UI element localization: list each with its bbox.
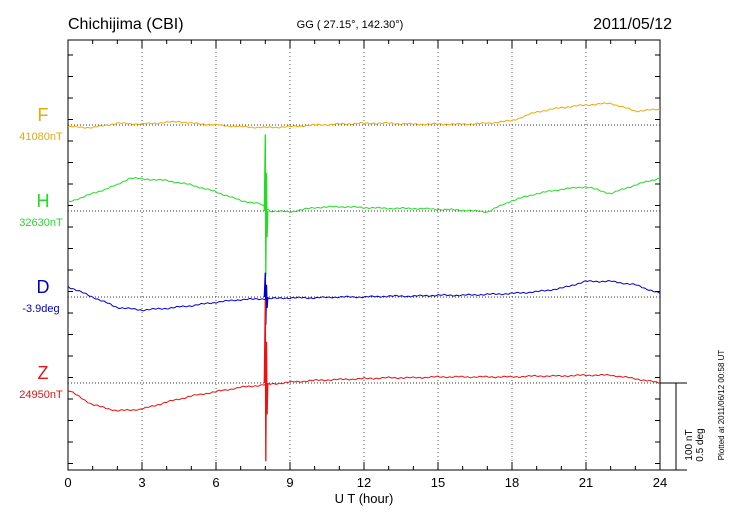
x-tick-label: 9 bbox=[286, 475, 293, 490]
station-coordinates: GG ( 27.15°, 142.30°) bbox=[297, 19, 404, 31]
trace-Z bbox=[67, 373, 661, 412]
series-label-H: H bbox=[37, 191, 50, 211]
spike-H bbox=[263, 134, 269, 277]
trace-F bbox=[67, 102, 661, 129]
x-tick-labels: 0 3 6 9 12 15 18 21 24 bbox=[64, 475, 667, 490]
x-tick-label: 12 bbox=[357, 475, 371, 490]
baseline-value-Z: 24950nT bbox=[19, 389, 63, 401]
x-tick-label: 6 bbox=[212, 475, 219, 490]
grid-lines bbox=[141, 40, 587, 470]
station-title: Chichijima (CBI) bbox=[68, 16, 184, 33]
date-label: 2011/05/12 bbox=[593, 16, 672, 33]
scale-label-deg: 0.5 deg bbox=[695, 428, 706, 461]
scale-label-nt: 100 nT bbox=[684, 429, 695, 460]
axis-ticks bbox=[67, 40, 661, 470]
baseline-value-F: 41080nT bbox=[19, 131, 63, 143]
baseline-value-D: -3.9deg bbox=[22, 303, 59, 315]
x-tick-label: 0 bbox=[64, 475, 71, 490]
panel-labels: F 41080nT H 32630nT D -3.9deg Z 24950nT bbox=[19, 105, 63, 401]
trace-D bbox=[67, 279, 661, 312]
x-tick-label: 24 bbox=[653, 475, 667, 490]
x-axis-label: U T (hour) bbox=[335, 491, 394, 506]
traces bbox=[67, 102, 661, 462]
x-tick-label: 18 bbox=[505, 475, 519, 490]
x-tick-label: 21 bbox=[579, 475, 593, 490]
series-label-D: D bbox=[37, 277, 50, 297]
trace-H bbox=[67, 176, 661, 214]
series-label-F: F bbox=[38, 105, 49, 125]
x-tick-label: 15 bbox=[431, 475, 445, 490]
baseline-value-H: 32630nT bbox=[19, 217, 63, 229]
x-tick-label: 3 bbox=[138, 475, 145, 490]
series-label-Z: Z bbox=[38, 363, 49, 383]
plotted-at-note: Plotted at 2011/06/12 00:58 UT bbox=[717, 350, 726, 461]
spike-Z bbox=[263, 300, 269, 462]
spike-D bbox=[263, 272, 269, 325]
